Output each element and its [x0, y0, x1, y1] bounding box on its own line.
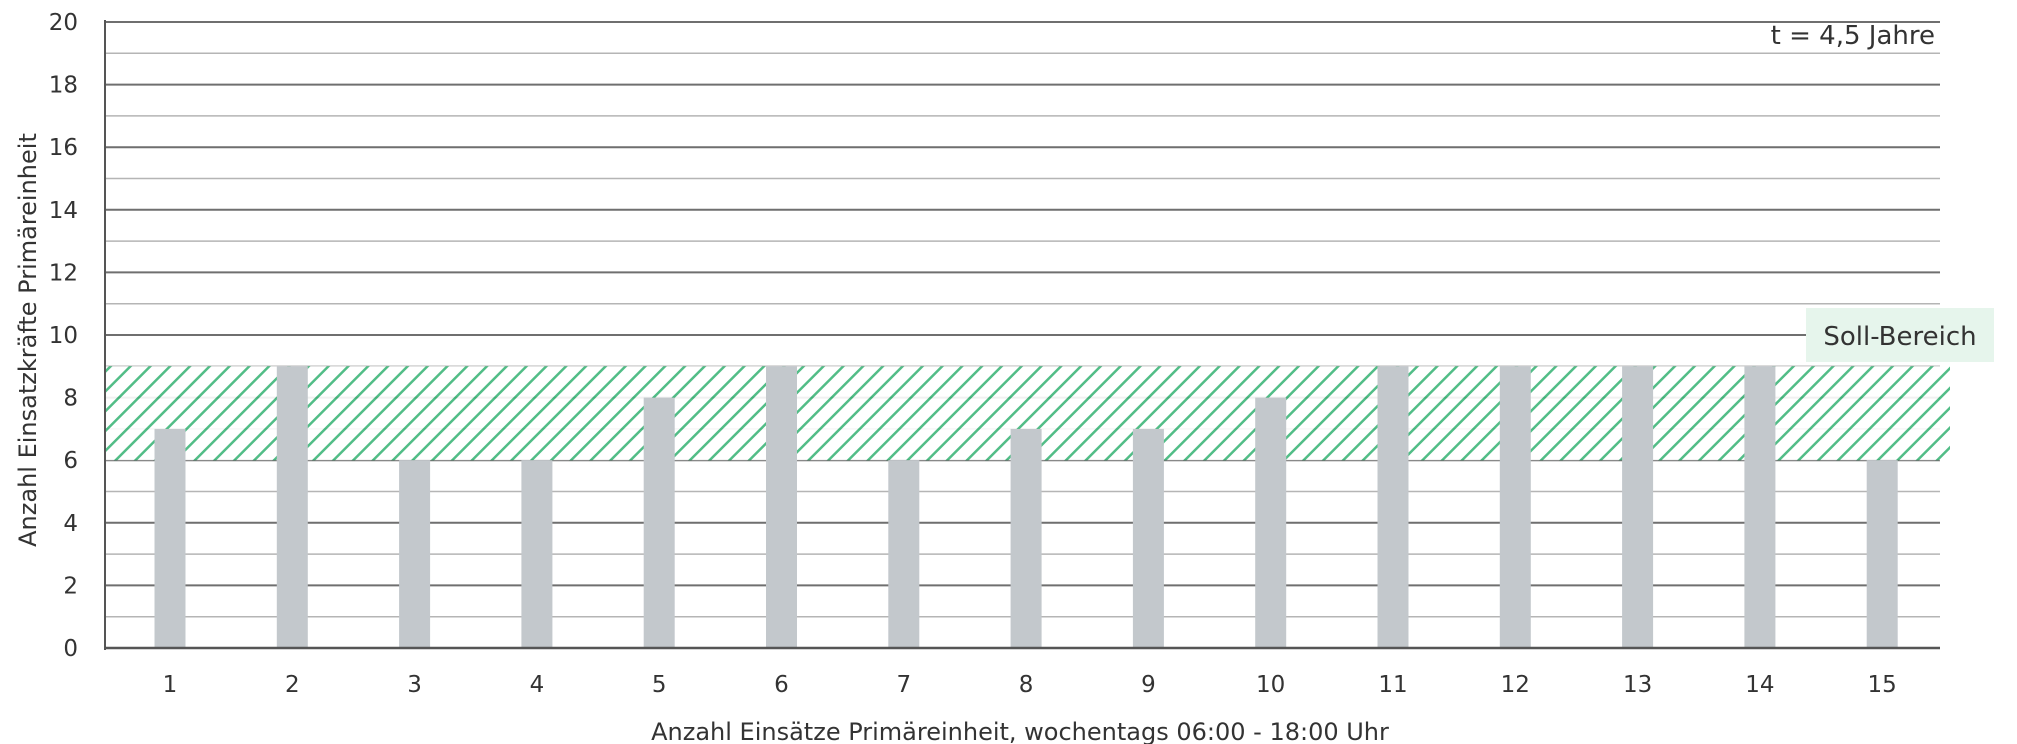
- y-tick-label: 10: [49, 323, 78, 349]
- x-tick-label: 14: [1745, 672, 1774, 698]
- annotation-duration: t = 4,5 Jahre: [1771, 21, 1935, 51]
- y-tick-label: 16: [49, 135, 78, 161]
- y-tick-label: 8: [63, 386, 78, 412]
- x-tick-label: 15: [1868, 672, 1897, 698]
- x-tick-label: 10: [1256, 672, 1285, 698]
- axes: [104, 20, 1940, 650]
- bar-8: [1010, 428, 1042, 648]
- bar-9: [1132, 428, 1164, 648]
- x-tick-label: 6: [774, 672, 789, 698]
- bar-11: [1377, 366, 1409, 648]
- bar-15: [1866, 460, 1898, 648]
- x-tick-label: 4: [530, 672, 545, 698]
- bar-6: [766, 366, 797, 648]
- x-tick-labels: 1 2 3 4 5 6 7 8 9 10 11 12 13 14 15: [163, 672, 1897, 698]
- x-tick-label: 3: [407, 672, 422, 698]
- y-axis-title: Anzahl Einsatzkräfte Primäreinheit: [14, 133, 42, 547]
- x-tick-label: 1: [163, 672, 178, 698]
- y-tick-label: 4: [63, 511, 78, 537]
- bar-4: [521, 460, 553, 648]
- y-tick-label: 20: [49, 10, 78, 36]
- y-tick-label: 18: [49, 73, 78, 99]
- x-tick-label: 13: [1623, 672, 1652, 698]
- band-label: Soll-Bereich: [1823, 322, 1976, 352]
- bar-2: [276, 366, 308, 648]
- bar-14: [1744, 366, 1776, 648]
- x-tick-label: 9: [1141, 672, 1156, 698]
- x-tick-label: 8: [1019, 672, 1034, 698]
- x-tick-label: 7: [896, 672, 911, 698]
- y-tick-label: 14: [49, 198, 78, 224]
- x-tick-label: 5: [652, 672, 667, 698]
- y-tick-label: 2: [63, 573, 78, 599]
- bar-10: [1255, 397, 1287, 648]
- y-tick-label: 6: [63, 448, 78, 474]
- y-tick-labels: 0 2 4 6 8 10 12 14 16 18 20: [49, 10, 78, 662]
- band-label-background: [1806, 308, 1994, 362]
- bar-7: [888, 460, 920, 648]
- x-tick-label: 12: [1501, 672, 1530, 698]
- bar-12: [1499, 366, 1531, 648]
- bar-3: [399, 460, 431, 648]
- y-tick-label: 12: [49, 260, 78, 286]
- x-axis-title: Anzahl Einsätze Primäreinheit, wochentag…: [651, 718, 1389, 744]
- bar-5: [643, 397, 675, 648]
- bars: [154, 366, 1898, 648]
- x-tick-label: 11: [1378, 672, 1407, 698]
- y-tick-label: 0: [63, 636, 78, 662]
- bar-1: [154, 428, 186, 648]
- bar-13: [1622, 366, 1654, 648]
- x-tick-label: 2: [285, 672, 300, 698]
